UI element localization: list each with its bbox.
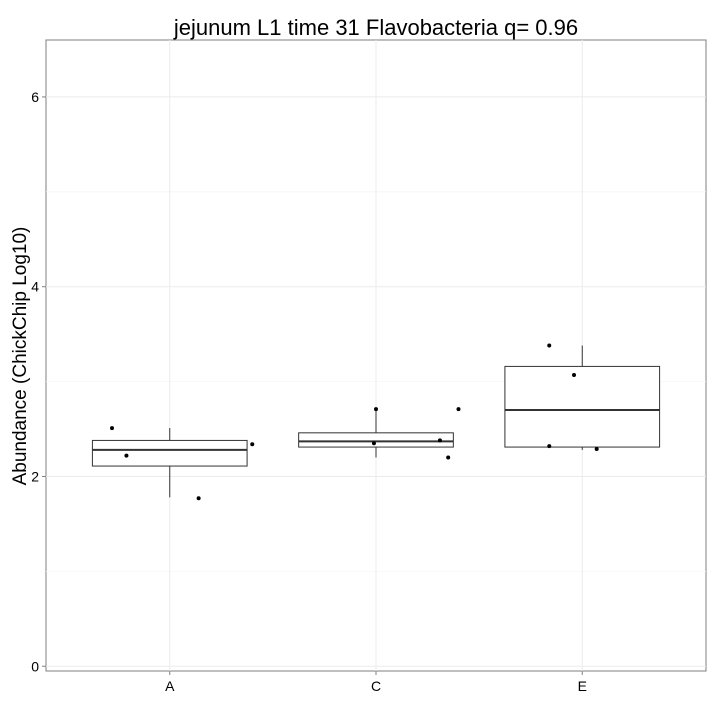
y-tick-label: 4: [31, 279, 39, 295]
y-tick-label: 0: [31, 658, 39, 674]
data-point: [547, 444, 552, 449]
y-axis: 0 2 4 6: [31, 89, 46, 674]
data-point: [196, 496, 201, 501]
data-point: [572, 372, 576, 377]
box-C: [298, 409, 454, 458]
data-point: [110, 426, 114, 431]
data-point: [250, 442, 255, 447]
data-point: [446, 455, 451, 460]
box-body: [91, 439, 248, 467]
box-A: [91, 428, 248, 498]
y-axis-label: Abundance (ChickChip Log10): [10, 227, 31, 486]
data-point: [437, 438, 442, 443]
x-tick-label: C: [371, 678, 381, 694]
data-point: [456, 407, 461, 412]
y-tick-label: 6: [31, 89, 39, 105]
data-point: [371, 441, 376, 446]
data-point: [124, 453, 129, 458]
data-point: [594, 446, 599, 451]
box-body: [298, 432, 454, 448]
x-tick-label: A: [165, 678, 175, 694]
box-E: [504, 345, 661, 450]
points: [110, 343, 599, 501]
chart-title: jejunum L1 time 31 Flavobacteria q= 0.96: [173, 15, 578, 40]
x-tick-label: E: [578, 678, 587, 694]
data-point: [374, 407, 378, 412]
data-point: [547, 343, 552, 348]
boxes: [91, 345, 661, 498]
box-body: [504, 365, 661, 448]
y-tick-label: 2: [31, 468, 39, 484]
